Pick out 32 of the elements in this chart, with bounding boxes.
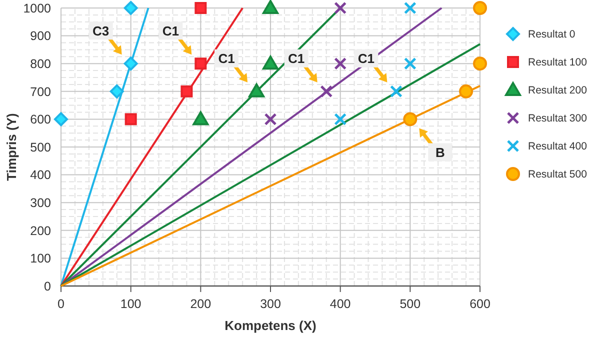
y-axis-title: Timpris (Y) — [4, 113, 19, 181]
legend-label: Resultat 0 — [528, 28, 576, 41]
y-tick-label: 600 — [30, 112, 52, 127]
x-tick-label: 400 — [330, 297, 351, 311]
x-axis-title: Kompetens (X) — [224, 318, 316, 333]
x-tick-label: 600 — [470, 297, 490, 311]
y-tick-label: 200 — [30, 224, 52, 238]
y-tick-label: 300 — [30, 196, 52, 210]
x-tick-label: 100 — [120, 297, 142, 311]
legend-label: Resultat 500 — [528, 168, 588, 181]
annotation: C1 — [162, 23, 179, 38]
x-tick-label: 0 — [58, 297, 65, 311]
y-tick-label: 900 — [30, 29, 52, 44]
legend-label: Resultat 200 — [528, 84, 588, 97]
y-tick-label: 1000 — [23, 1, 52, 16]
y-tick-label: 400 — [30, 168, 52, 182]
annotation: C3 — [92, 23, 110, 38]
annotation: C1 — [358, 51, 375, 66]
x-tick-label: 500 — [400, 297, 421, 311]
annotation: C1 — [218, 51, 235, 66]
y-tick-label: 800 — [30, 56, 52, 71]
y-tick-label: 0 — [44, 279, 52, 294]
y-tick-label: 500 — [30, 140, 52, 154]
y-tick-label: 100 — [30, 252, 52, 266]
x-tick-label: 200 — [190, 297, 212, 311]
y-tick-label: 700 — [30, 84, 52, 99]
annotation: B — [435, 144, 445, 160]
x-tick-label: 300 — [260, 297, 281, 311]
legend-label: Resultat 300 — [528, 112, 588, 125]
legend-label: Resultat 100 — [528, 56, 588, 69]
annotation: C1 — [288, 51, 305, 66]
legend-label: Resultat 400 — [528, 140, 588, 153]
